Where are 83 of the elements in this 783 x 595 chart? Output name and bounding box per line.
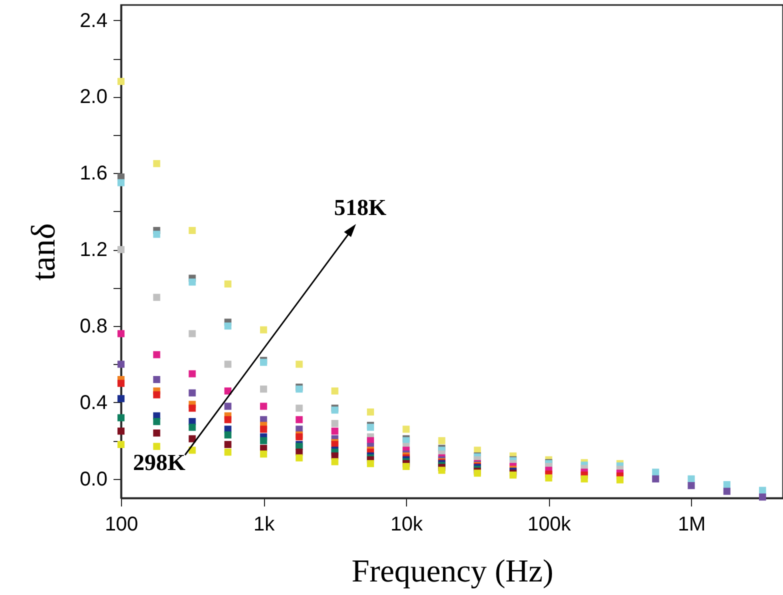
- y-tick-label: 2.4: [80, 10, 108, 32]
- y-tick-label: 0.4: [80, 392, 108, 414]
- point: [366, 460, 374, 468]
- point: [688, 482, 695, 490]
- point: [153, 160, 160, 168]
- point: [188, 424, 196, 431]
- point: [153, 429, 160, 437]
- point: [260, 426, 268, 433]
- point: [224, 360, 232, 368]
- point: [402, 426, 410, 433]
- y-tick-label: 0.8: [80, 316, 108, 338]
- point: [402, 462, 410, 470]
- point: [117, 380, 125, 387]
- y-tick-label: 1.6: [80, 162, 108, 185]
- point: [759, 494, 766, 501]
- x-tick-label: 1M: [678, 514, 706, 536]
- point: [260, 326, 268, 334]
- point: [188, 330, 196, 338]
- point: [331, 420, 338, 428]
- point: [153, 351, 160, 358]
- point: [224, 280, 232, 288]
- point: [296, 416, 303, 424]
- point: [296, 404, 303, 412]
- point: [438, 466, 446, 474]
- x-tick-label: 1k: [254, 514, 276, 536]
- point: [224, 431, 232, 438]
- point: [117, 360, 125, 368]
- point: [260, 437, 268, 444]
- point: [366, 408, 374, 416]
- point: [260, 386, 268, 393]
- point: [188, 404, 196, 412]
- point: [117, 428, 125, 435]
- point: [117, 395, 125, 402]
- point: [224, 322, 232, 330]
- point: [117, 330, 125, 338]
- point: [296, 360, 303, 368]
- x-tick-label: 100: [104, 514, 138, 536]
- point: [331, 428, 338, 435]
- point: [331, 458, 338, 466]
- point: [188, 278, 196, 286]
- point: [153, 376, 160, 384]
- point: [117, 179, 125, 186]
- point: [260, 450, 268, 458]
- point: [652, 475, 660, 482]
- point: [117, 414, 125, 422]
- point: [188, 226, 196, 234]
- point: [224, 387, 232, 395]
- point: [153, 418, 160, 426]
- point: [545, 474, 552, 482]
- point: [153, 391, 160, 398]
- y-axis-title: tanδ: [26, 223, 63, 281]
- point: [759, 486, 766, 494]
- point: [153, 230, 160, 238]
- point: [224, 440, 232, 448]
- point: [188, 435, 196, 442]
- point: [117, 246, 125, 254]
- point: [723, 488, 730, 495]
- point: [188, 370, 196, 378]
- x-axis-title: Frequency (Hz): [352, 552, 554, 588]
- point: [117, 78, 125, 85]
- y-tick-label: 1.2: [80, 239, 108, 262]
- point: [688, 475, 695, 482]
- y-tick-label: 0.0: [80, 468, 108, 490]
- point: [438, 437, 446, 444]
- point: [331, 387, 338, 395]
- y-tick-label: 2.0: [80, 86, 108, 108]
- point: [153, 442, 160, 450]
- point: [616, 476, 624, 484]
- point: [723, 481, 730, 488]
- point: [260, 402, 268, 410]
- point: [188, 389, 196, 396]
- x-tick-label: 10k: [390, 514, 424, 536]
- point: [296, 454, 303, 462]
- x-tick-label: 100k: [528, 514, 572, 536]
- point: [117, 440, 125, 448]
- point: [153, 294, 160, 301]
- point: [652, 468, 660, 476]
- point: [580, 475, 588, 482]
- annotation: 518K: [334, 195, 386, 221]
- annotation: 298K: [133, 450, 186, 476]
- point: [224, 448, 232, 456]
- point: [224, 416, 232, 424]
- point: [224, 402, 232, 410]
